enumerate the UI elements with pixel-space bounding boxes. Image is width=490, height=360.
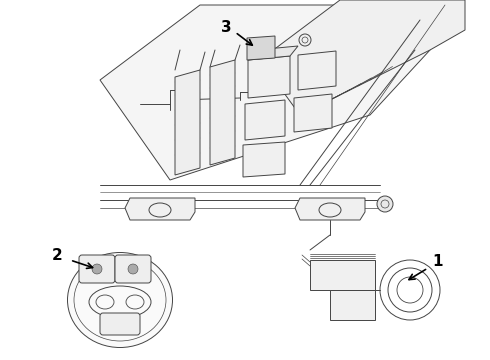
Polygon shape [100,5,430,180]
Polygon shape [175,70,200,175]
Polygon shape [125,198,195,220]
FancyBboxPatch shape [100,313,140,335]
Polygon shape [310,260,375,290]
Circle shape [299,34,311,46]
Polygon shape [260,0,465,115]
Polygon shape [330,290,375,320]
Polygon shape [243,142,285,177]
FancyBboxPatch shape [79,255,115,283]
Polygon shape [298,51,336,90]
Circle shape [128,264,138,274]
Polygon shape [248,46,298,60]
Polygon shape [245,100,285,140]
Text: 2: 2 [51,248,62,264]
Ellipse shape [68,252,172,347]
Polygon shape [295,198,365,220]
Text: 1: 1 [433,255,443,270]
Text: 3: 3 [220,19,231,35]
Polygon shape [247,36,275,60]
Circle shape [377,196,393,212]
Polygon shape [210,60,235,165]
Circle shape [92,264,102,274]
FancyBboxPatch shape [115,255,151,283]
Polygon shape [248,56,290,98]
Polygon shape [294,94,332,132]
